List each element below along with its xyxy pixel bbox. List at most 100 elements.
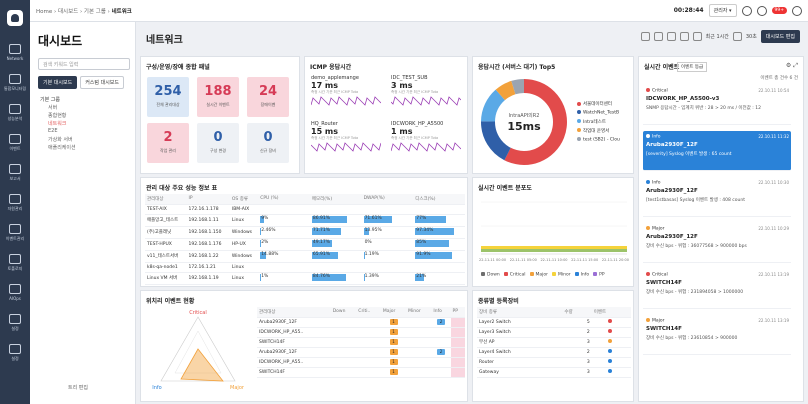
event-time: 22.10.11 10:30 (758, 180, 789, 185)
nav-item[interactable]: 성능분석 (0, 104, 30, 122)
event-item[interactable]: Critical 22.10.11 10:54 IDCWORK_HP_A5500-v… (643, 85, 791, 125)
distribution-legend-item[interactable]: Down (481, 271, 500, 277)
table-row[interactable]: Aruba2930F_12F 1 2 (257, 317, 465, 328)
breadcrumb-dashboard[interactable]: 대시보드 (57, 9, 79, 15)
icmp-item[interactable]: demo_applemange 17 ms 측정 시간 기준 최근 ICMP Tot… (310, 75, 385, 125)
perf-col-header[interactable]: 메모리(%) (309, 194, 362, 205)
perf-col-header[interactable]: CPU (%) (258, 194, 310, 205)
perf-cell: TEST-HPUX (145, 238, 187, 251)
nav-item[interactable]: Network (0, 44, 30, 61)
perf-col-header[interactable]: DWAP(%) (361, 194, 414, 205)
icmp-item[interactable]: IDCWORK_HP_A5500 1 ms 측정 시간 기준 최근 ICMP Tot… (390, 121, 465, 171)
search-icon[interactable] (741, 5, 752, 16)
tab-basic-dashboard[interactable]: 기본 대시보드 (38, 76, 78, 89)
tree-item[interactable]: E2E (48, 128, 58, 134)
tree-item[interactable]: 종합현황 (48, 113, 67, 119)
perf-col-header[interactable]: 디스크(%) (413, 194, 465, 205)
table-row[interactable]: TEST-AIX 172.16.1.178 IBM-AIX (145, 204, 465, 215)
perf-value: 71.71% (312, 227, 331, 233)
health-card[interactable]: 24 장애이벤 (247, 77, 289, 117)
nav-item[interactable]: 설정 (0, 344, 30, 362)
icmp-item[interactable]: HQ_Router 15 ms 측정 시간 기준 최근 ICMP Tota (310, 121, 385, 171)
theme-icon[interactable] (640, 32, 650, 41)
tree-edit-button[interactable]: 트리 편집 (68, 385, 88, 391)
event-item[interactable]: Major 22.10.11 10:29 Aruba2930F_12F 장비 수신 b… (643, 223, 791, 263)
time-range-select[interactable]: 최근 1시간 (705, 34, 729, 40)
tree-item[interactable]: 가상화 서버 (48, 137, 73, 143)
perf-cell: Linux (229, 262, 259, 273)
matrix-device: IDCWORK_HP_A55.. (257, 357, 331, 368)
table-row[interactable]: IDCWORK_HP_A55.. 1 (257, 357, 465, 368)
nav-item[interactable]: 설정 (0, 314, 30, 332)
perf-col-header[interactable]: IP (186, 194, 230, 205)
nav-item[interactable]: 통합모니터링 (0, 74, 30, 92)
table-row[interactable]: 애플망고_테스트 192.168.1.11 Linux 9% 86.91% 71.61% 7… (145, 214, 465, 227)
table-row[interactable]: SWITCH14F 1 (257, 367, 465, 378)
distribution-legend-item[interactable]: Info (574, 271, 589, 277)
perf-col-header[interactable]: OS 종류 (229, 194, 259, 205)
table-row[interactable]: Layer4 Switch 2 (477, 347, 631, 358)
nav-item[interactable]: 보고서 (0, 164, 30, 182)
table-row[interactable]: Gateway 3 (477, 367, 631, 378)
user-menu[interactable]: 관리자 ▾ (708, 4, 737, 17)
tree-item[interactable]: 네트워크 (48, 121, 67, 127)
perf-col-header[interactable]: 관리대상 (145, 194, 187, 205)
distribution-legend-item[interactable]: PP (593, 271, 605, 277)
nav-item[interactable]: AIOps (0, 284, 30, 301)
edit-dashboard-button[interactable]: 대시보드 편집 (760, 30, 800, 43)
distribution-legend-item[interactable]: Major (529, 271, 548, 277)
icmp-panel-title: ICMP 응답시간 (310, 64, 352, 71)
health-card[interactable]: 0 신규 장비 (247, 123, 289, 163)
download-icon[interactable] (666, 32, 676, 41)
breadcrumb-group[interactable]: 기본 그룹 (83, 9, 106, 15)
table-row[interactable]: Linux VM 서버 192.168.1.19 Linux 1% 84.76% 1.39… (145, 272, 465, 285)
distribution-legend-item[interactable]: Minor (552, 271, 571, 277)
nav-item[interactable]: 자원관리 (0, 194, 30, 212)
event-item[interactable]: Major 22.10.11 13:19 SWITCH14F 장비 수신 bps - … (643, 315, 791, 355)
table-row[interactable]: Aruba2930F_12F 1 2 (257, 347, 465, 358)
event-item[interactable]: Critical 22.10.11 13:19 SWITCH14F 장비 수신 bps… (643, 269, 791, 309)
table-row[interactable]: Layer2 Switch 5 (477, 317, 631, 328)
fullscreen-icon[interactable] (692, 32, 702, 41)
table-row[interactable]: TEST-HPUX 192.168.1.176 HP-UX 2% 49.17% 0% 85% (145, 238, 465, 251)
profile-icon[interactable] (792, 5, 802, 16)
upload-icon[interactable] (679, 32, 689, 41)
table-row[interactable]: (주)고플래닛 192.168.1.150 Windows 2.46% 71.71% 13… (145, 226, 465, 239)
sidebar-search-input[interactable]: 검색 키워드 입력 (38, 58, 130, 70)
table-row[interactable]: 무선 AP 3 (477, 337, 631, 348)
refresh-icon[interactable] (732, 32, 742, 41)
perf-bar (363, 215, 393, 223)
health-card[interactable]: 2 작업 관리 (147, 123, 189, 163)
tree-item[interactable]: 애플리케이션 (48, 145, 76, 151)
distribution-legend-item[interactable]: Critical (503, 271, 526, 277)
refresh-interval-select[interactable]: 30초 (745, 34, 757, 40)
tab-custom-dashboard[interactable]: 커스텀 대시보드 (80, 76, 124, 89)
event-item[interactable]: Info 22.10.11 11:32 Aruba2930F_12F [severit… (643, 131, 791, 171)
nav-icon (9, 344, 21, 354)
table-row[interactable]: Router 3 (477, 357, 631, 368)
app-logo-icon[interactable] (7, 10, 23, 26)
tree-item[interactable]: 서버 (48, 105, 58, 111)
health-card[interactable]: 188 실시간 이벤트 (197, 77, 239, 117)
panel-tools-icon[interactable]: ⚙ ⤢ (785, 62, 798, 69)
table-row[interactable]: k8s-qa-node1 172.16.1.21 Linux (145, 262, 465, 273)
table-row[interactable]: Layer3 Switch 2 (477, 327, 631, 338)
settings-icon[interactable] (756, 5, 767, 16)
severity-dot-icon (646, 318, 650, 322)
table-row[interactable]: IDCWORK_HP_A55.. 1 (257, 327, 465, 338)
device-count: 5 (562, 317, 592, 328)
icmp-item[interactable]: IDC_TEST_SUB 3 ms 측정 시간 기준 최근 ICMP Tota (390, 75, 465, 125)
health-card[interactable]: 0 구성 변경 (197, 123, 239, 163)
nav-item[interactable]: 이벤트 (0, 134, 30, 152)
table-row[interactable]: SWITCH14F 1 (257, 337, 465, 348)
event-item[interactable]: Info 22.10.11 10:30 Aruba2930F_12F [test1st… (643, 177, 791, 217)
notification-badge[interactable]: 99+ (771, 7, 787, 14)
copy-icon[interactable] (653, 32, 663, 41)
nav-item[interactable]: 이벤트관리 (0, 224, 30, 242)
breadcrumb-home[interactable]: Home (36, 9, 53, 15)
nav-item[interactable]: 토폴로지 (0, 254, 30, 272)
table-row[interactable]: v11_테스트서버 192.168.1.22 Windows 14.88% 65.91%… (145, 250, 465, 263)
event-grade-filter[interactable]: 이벤트 등급 (677, 62, 708, 72)
health-card[interactable]: 254 전체 관리대상 (147, 77, 189, 117)
tree-item[interactable]: 기본 그룹 (40, 97, 60, 103)
